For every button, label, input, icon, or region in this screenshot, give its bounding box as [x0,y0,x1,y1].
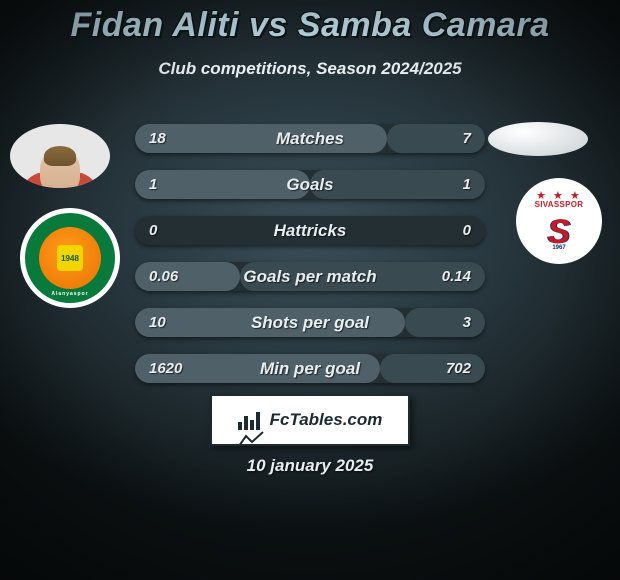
player-left-avatar [10,124,110,188]
stat-value-right: 3 [463,308,471,337]
stat-value-right: 0 [463,216,471,245]
stat-value-right: 702 [446,354,471,383]
club-left-badge: 1948 Alanyaspor [20,208,120,308]
stat-label: Min per goal [260,359,360,379]
infographic-date: 10 january 2025 [0,456,620,476]
stat-row: 10 3 Shots per goal [135,308,485,337]
stat-label: Goals per match [243,267,376,287]
stat-row: 1620 702 Min per goal [135,354,485,383]
infographic-background: Fidan Aliti vs Samba Camara Club competi… [0,0,620,580]
stat-bar-left [135,124,387,153]
comparison-subtitle: Club competitions, Season 2024/2025 [0,59,620,79]
stat-row: 18 7 Matches [135,124,485,153]
player-right-avatar [488,122,588,156]
stat-value-left: 18 [149,124,166,153]
club-right-badge: ★ ★ ★ SIVASSPOR S 1967 [516,178,602,264]
stat-value-right: 1 [463,170,471,199]
stat-value-left: 0 [149,216,157,245]
stat-value-right: 7 [463,124,471,153]
stat-value-right: 0.14 [442,262,471,291]
trend-line-icon [238,430,264,450]
club-right-year: 1967 [552,245,565,251]
club-right-name: SIVASSPOR [535,200,584,209]
stat-bar-left [135,170,310,199]
stat-value-left: 1620 [149,354,182,383]
stat-label: Hattricks [274,221,347,241]
stat-label: Goals [286,175,333,195]
stat-value-left: 1 [149,170,157,199]
fctables-watermark: FcTables.com [210,394,410,446]
stat-label: Matches [276,129,344,149]
fctables-label: FcTables.com [270,410,383,430]
stat-row: 1 1 Goals [135,170,485,199]
stat-value-left: 10 [149,308,166,337]
bar-chart-icon [238,410,264,430]
stat-value-left: 0.06 [149,262,178,291]
club-left-year: 1948 [57,245,83,271]
stats-comparison-chart: 18 7 Matches 1 1 Goals 0 0 Hattricks 0.06 0.14 Goal… [135,124,485,400]
stat-label: Shots per goal [251,313,369,333]
stat-row: 0 0 Hattricks [135,216,485,245]
comparison-title: Fidan Aliti vs Samba Camara [0,0,620,45]
stat-row: 0.06 0.14 Goals per match [135,262,485,291]
stat-bar-right [405,308,486,337]
stat-bar-right [310,170,485,199]
club-left-name: Alanyaspor [25,291,115,297]
